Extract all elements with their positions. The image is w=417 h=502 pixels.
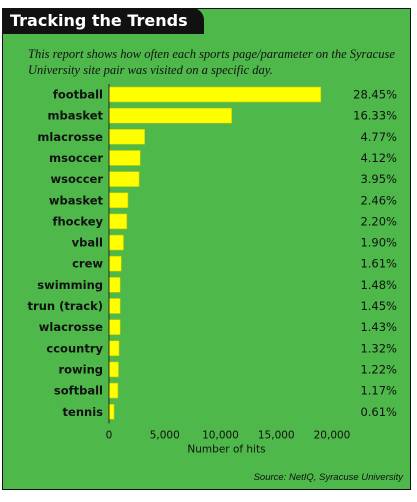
category-label: msoccer <box>49 151 103 165</box>
percent-label: 0.61% <box>360 405 397 419</box>
percent-label: 28.45% <box>353 88 397 102</box>
source-note: Source: NetIQ, Syracuse University <box>253 472 403 483</box>
percent-label: 1.45% <box>360 299 397 313</box>
category-label: swimming <box>37 278 103 292</box>
x-tick-label: 5,000 <box>150 429 180 441</box>
x-tick-label: 15,000 <box>258 429 295 441</box>
x-tick-label: 20,000 <box>314 429 351 441</box>
bar <box>108 150 141 166</box>
percent-label: 2.46% <box>360 193 397 207</box>
percent-label: 1.61% <box>360 257 397 271</box>
x-axis-label: Number of hits <box>187 443 265 455</box>
category-label: softball <box>54 384 103 398</box>
bar <box>108 403 115 420</box>
category-label: rowing <box>58 362 103 376</box>
bar <box>108 361 119 378</box>
percent-label: 4.77% <box>360 130 397 144</box>
category-label: crew <box>72 257 103 271</box>
category-label: trun (track) <box>28 299 103 313</box>
title-bar: Tracking the Trends <box>2 8 204 34</box>
percent-label: 1.17% <box>360 384 397 398</box>
percent-label: 3.95% <box>360 172 397 186</box>
bar <box>108 213 128 230</box>
percent-label: 1.22% <box>360 362 397 376</box>
bar <box>108 234 124 251</box>
percent-label: 1.43% <box>360 320 397 334</box>
percent-label: 4.12% <box>360 151 397 165</box>
chart-title: Tracking the Trends <box>10 11 188 30</box>
bar <box>108 319 121 335</box>
bar <box>108 86 322 103</box>
category-label: ccountry <box>46 341 103 355</box>
category-label: mbasket <box>48 109 104 123</box>
category-label: tennis <box>63 405 104 419</box>
bar <box>108 192 129 209</box>
category-label: wsoccer <box>51 172 104 186</box>
category-label: wbasket <box>49 193 104 207</box>
x-axis: 0 5,000 10,000 15,000 20,000 <box>106 84 351 441</box>
percent-label: 1.32% <box>360 341 397 355</box>
category-label: wlacrosse <box>39 320 103 334</box>
bar <box>108 382 119 399</box>
bar <box>108 277 121 293</box>
bar <box>108 340 120 357</box>
category-label: vball <box>72 236 103 250</box>
category-label: football <box>53 88 103 102</box>
x-tick-label: 0 <box>106 429 113 441</box>
x-tick-label: 10,000 <box>202 429 239 441</box>
chart-subtitle: This report shows how often each sports … <box>28 47 395 77</box>
bar <box>108 107 232 124</box>
bar <box>108 255 122 272</box>
bar <box>108 171 140 187</box>
percent-label: 1.90% <box>360 236 397 250</box>
bar <box>108 298 121 314</box>
bars-layer: football 28.45% mbasket 16.33% mlacrosse 4.77… <box>28 86 397 420</box>
percent-label: 2.20% <box>360 214 397 228</box>
category-label: mlacrosse <box>37 130 103 144</box>
percent-label: 1.48% <box>360 278 397 292</box>
bar <box>108 129 145 145</box>
percent-label: 16.33% <box>353 109 397 123</box>
category-label: fhockey <box>52 214 103 228</box>
